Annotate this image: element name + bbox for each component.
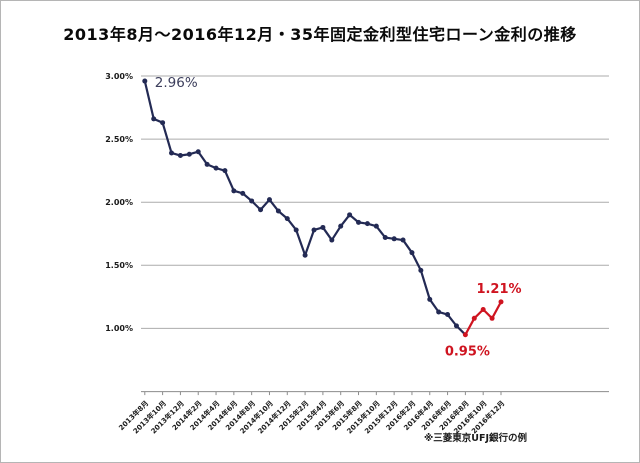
data-point (382, 235, 388, 241)
value-annotation: 0.95% (445, 345, 490, 360)
data-point (427, 296, 433, 302)
data-point (231, 188, 237, 194)
data-point (400, 237, 406, 243)
data-point (266, 197, 272, 203)
data-point (320, 224, 326, 230)
source-note: ※三菱東京UFJ銀行の例 (424, 433, 527, 444)
y-axis-tick-label: 3.00% (105, 72, 133, 81)
data-point (284, 216, 290, 222)
data-point (195, 149, 201, 155)
y-axis-tick-label: 2.00% (105, 198, 133, 207)
data-point (356, 219, 362, 225)
y-axis-tick-label: 1.50% (105, 261, 133, 270)
data-point (498, 299, 504, 305)
data-point (329, 237, 335, 243)
data-point (302, 252, 308, 258)
data-point (249, 198, 255, 204)
data-point (489, 315, 495, 321)
data-point (258, 207, 264, 213)
data-point (445, 312, 451, 318)
rate-line-main (143, 80, 467, 336)
data-point (338, 223, 344, 229)
data-point (204, 161, 210, 167)
data-point (436, 309, 442, 315)
data-point (347, 212, 353, 218)
data-point (471, 315, 477, 321)
data-point (418, 267, 424, 273)
data-point (213, 165, 219, 171)
data-point (391, 236, 397, 242)
data-point (480, 306, 486, 312)
data-point (364, 221, 370, 227)
rate-line-highlight (464, 301, 502, 336)
page-title: 2013年8月～2016年12月・35年固定金利型住宅ローン金利の推移 (63, 25, 577, 44)
data-point (169, 150, 175, 156)
data-point (462, 332, 468, 338)
value-annotation: 1.21% (476, 282, 521, 297)
data-point (151, 116, 157, 122)
data-point (373, 223, 379, 229)
data-point (186, 151, 192, 157)
y-axis-tick-label: 2.50% (105, 135, 133, 144)
data-point (275, 208, 281, 214)
value-annotation: 2.96% (155, 75, 198, 91)
data-point (453, 323, 459, 329)
data-point (142, 78, 148, 84)
data-point (293, 227, 299, 233)
data-point (160, 120, 166, 126)
data-point (311, 227, 317, 233)
y-axis-tick-label: 1.00% (105, 324, 133, 333)
data-point (222, 168, 228, 174)
data-point (240, 190, 246, 196)
data-point (177, 153, 183, 159)
data-point (409, 250, 415, 256)
